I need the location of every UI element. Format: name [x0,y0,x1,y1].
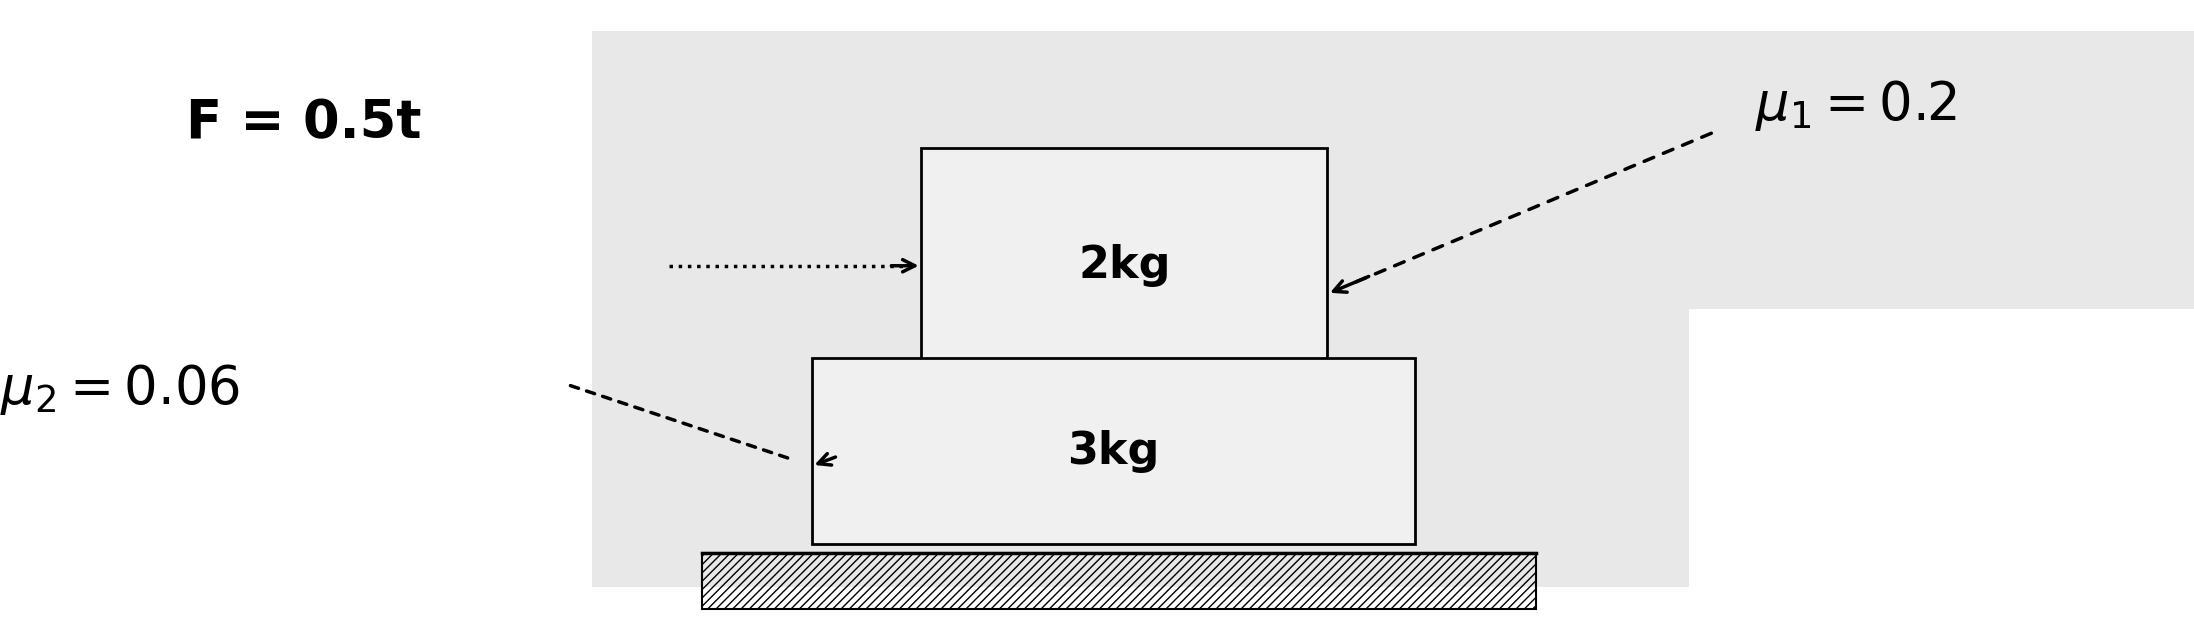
Text: 3kg: 3kg [1066,430,1161,473]
Bar [702,553,1536,609]
Bar [921,148,1327,383]
Bar [812,358,1415,544]
Bar [1689,31,2194,309]
Bar [592,31,1689,587]
Text: 2kg: 2kg [1077,244,1172,287]
Text: $\mu_1 = 0.2$: $\mu_1 = 0.2$ [1755,78,1957,132]
Text: F = 0.5t: F = 0.5t [186,98,421,150]
Text: $\mu_2 = 0.06$: $\mu_2 = 0.06$ [0,362,239,417]
